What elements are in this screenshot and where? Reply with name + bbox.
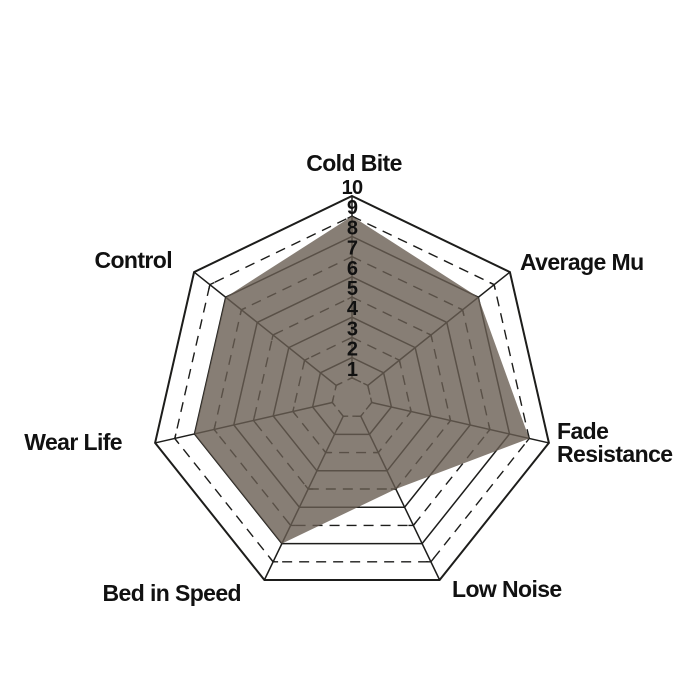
axis-label-cold-bite: Cold Bite (306, 150, 402, 176)
scale-tick-5: 5 (347, 278, 358, 300)
axis-label-wear-life: Wear Life (24, 429, 122, 455)
axis-label-fade-resistance: Fade Resistance (557, 418, 672, 467)
scale-tick-6: 6 (347, 258, 358, 280)
axis-label-bed-in-speed: Bed in Speed (103, 580, 242, 606)
scale-tick-9: 9 (347, 197, 358, 219)
axis-label-control: Control (94, 247, 172, 273)
axis-label-average-mu: Average Mu (520, 249, 644, 275)
scale-tick-7: 7 (347, 238, 358, 260)
grid-ring-9 (174, 215, 530, 563)
axis-label-low-noise: Low Noise (452, 576, 562, 602)
data-polygon (194, 216, 530, 544)
scale-tick-3: 3 (347, 318, 358, 340)
scale-tick-8: 8 (347, 217, 358, 239)
grid-ring-10 (154, 194, 550, 581)
scale-tick-2: 2 (347, 339, 358, 361)
scale-tick-1: 1 (347, 359, 358, 381)
scale-tick-10: 10 (342, 177, 363, 199)
scale-tick-4: 4 (347, 298, 359, 320)
